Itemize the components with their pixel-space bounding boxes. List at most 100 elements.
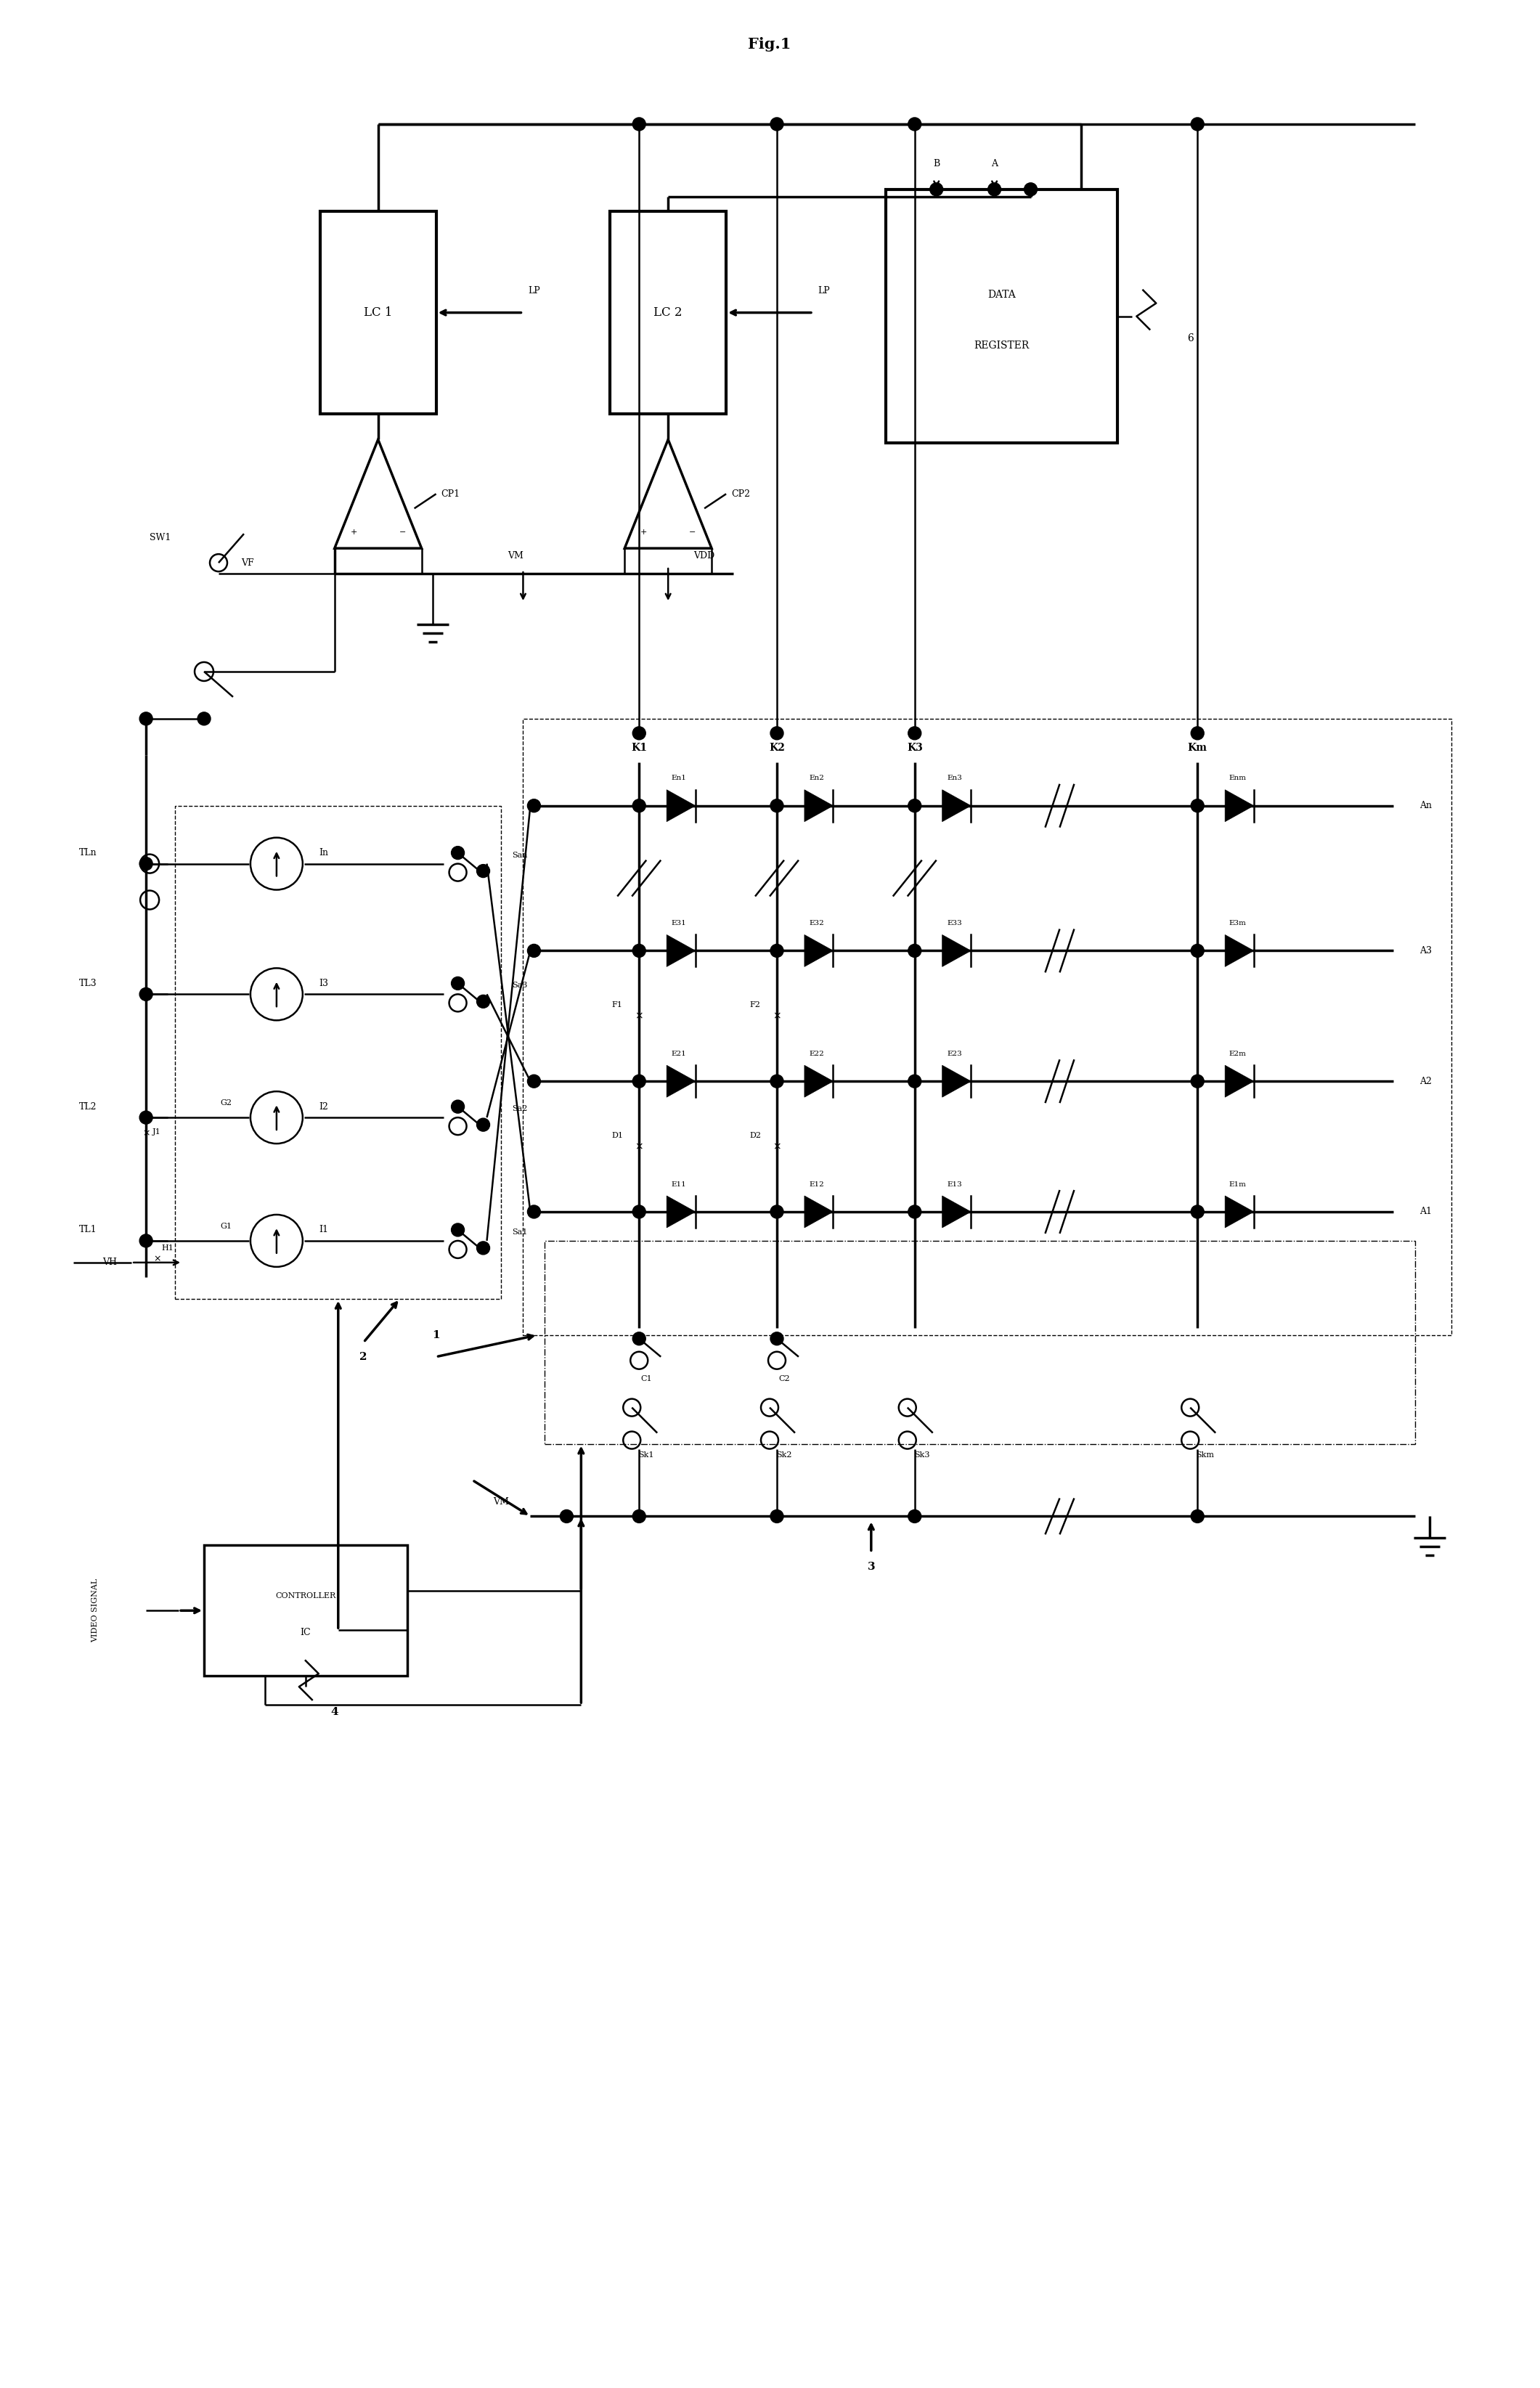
Text: Sa3: Sa3 [511,981,527,989]
Circle shape [770,800,784,812]
Polygon shape [804,1065,833,1096]
Text: E31: E31 [671,919,687,927]
Text: Sk2: Sk2 [776,1452,792,1459]
Circle shape [140,1235,152,1247]
Text: K1: K1 [631,743,647,752]
Circle shape [909,1509,921,1524]
Text: VDD: VDD [693,552,715,561]
Text: Fig.1: Fig.1 [748,38,792,53]
Text: 6: 6 [1187,332,1194,344]
Text: TLn: TLn [79,848,97,857]
Text: D1: D1 [611,1132,624,1139]
Text: J1: J1 [152,1130,162,1137]
Circle shape [140,857,152,869]
Text: TL1: TL1 [79,1225,97,1235]
Polygon shape [667,790,696,821]
Circle shape [633,943,645,958]
Circle shape [1190,1509,1204,1524]
Text: +: + [641,528,647,535]
Circle shape [909,1075,921,1089]
Circle shape [477,864,490,876]
Circle shape [909,800,921,812]
Circle shape [1190,800,1204,812]
Circle shape [909,943,921,958]
Polygon shape [942,1196,970,1227]
Text: A3: A3 [1420,946,1432,955]
Text: VM: VM [493,1497,510,1507]
Polygon shape [804,1196,833,1227]
Circle shape [527,943,541,958]
Text: Sk3: Sk3 [915,1452,930,1459]
Circle shape [1190,943,1204,958]
Text: $\times$: $\times$ [634,1141,644,1151]
Circle shape [770,1206,784,1218]
Text: LC 1: LC 1 [363,306,393,320]
Text: $\times$: $\times$ [773,1010,781,1022]
Text: REGISTER: REGISTER [973,339,1029,351]
Circle shape [451,1223,465,1237]
Text: −: − [688,528,696,535]
Circle shape [909,726,921,740]
Bar [610,210,727,413]
Text: TL3: TL3 [79,979,97,989]
Text: En3: En3 [947,774,962,781]
Circle shape [1190,1206,1204,1218]
Circle shape [527,1075,541,1089]
Circle shape [633,726,645,740]
Circle shape [561,1509,573,1524]
Text: Km: Km [1187,743,1207,752]
Text: A: A [992,160,998,170]
Text: En1: En1 [671,774,687,781]
Circle shape [451,977,465,991]
Polygon shape [1224,1196,1254,1227]
Text: −: − [399,528,407,535]
Text: In: In [319,848,328,857]
Text: $\times$: $\times$ [634,1010,644,1022]
Text: H1: H1 [162,1244,174,1251]
Circle shape [987,184,1001,196]
Polygon shape [942,1065,970,1096]
Text: E13: E13 [947,1182,962,1187]
Polygon shape [1224,934,1254,967]
Text: D2: D2 [750,1132,761,1139]
Text: IC: IC [300,1629,311,1638]
Circle shape [140,1110,152,1125]
Circle shape [770,1075,784,1089]
Text: G1: G1 [220,1223,231,1230]
Circle shape [1190,726,1204,740]
Bar [885,189,1118,444]
Text: I2: I2 [319,1101,328,1110]
Polygon shape [804,790,833,821]
Circle shape [770,943,784,958]
Bar [545,1242,1415,1445]
Text: VH: VH [103,1258,117,1268]
Circle shape [770,117,784,131]
Text: G2: G2 [220,1098,231,1106]
Text: En2: En2 [809,774,824,781]
Text: A2: A2 [1420,1077,1432,1087]
Text: E32: E32 [809,919,824,927]
Text: $\times$: $\times$ [152,1254,160,1263]
Text: SW1: SW1 [149,533,171,542]
Text: +: + [350,528,357,535]
Text: F2: F2 [750,1001,761,1008]
Polygon shape [667,1065,696,1096]
Text: 4: 4 [331,1707,339,1717]
Text: I1: I1 [319,1225,328,1235]
Circle shape [140,989,152,1001]
Circle shape [770,1509,784,1524]
Circle shape [909,117,921,131]
Polygon shape [667,934,696,967]
Text: B: B [933,160,939,170]
Text: E3m: E3m [1229,919,1246,927]
Polygon shape [1224,1065,1254,1096]
Circle shape [477,1118,490,1132]
Text: Sa1: Sa1 [511,1227,527,1235]
Text: $\times$: $\times$ [142,1130,149,1139]
Text: 1: 1 [433,1330,440,1340]
Text: E11: E11 [671,1182,687,1187]
Text: E22: E22 [809,1051,824,1058]
Polygon shape [667,1196,696,1227]
Text: LP: LP [818,287,830,296]
Text: CONTROLLER: CONTROLLER [276,1593,336,1600]
